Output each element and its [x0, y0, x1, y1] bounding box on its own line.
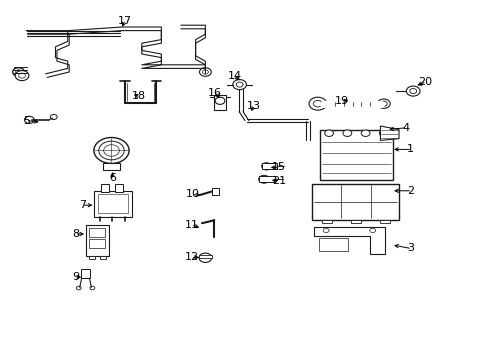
Polygon shape — [313, 227, 384, 254]
Bar — [85, 225, 109, 256]
Bar — [101, 184, 108, 192]
Circle shape — [261, 163, 271, 170]
Circle shape — [94, 138, 129, 163]
Text: 10: 10 — [186, 189, 200, 199]
Circle shape — [90, 286, 95, 290]
Text: 4: 4 — [402, 123, 408, 133]
Text: 6: 6 — [109, 173, 116, 183]
Bar — [199, 255, 211, 258]
Text: 13: 13 — [247, 101, 261, 111]
Circle shape — [199, 68, 211, 76]
Text: 9: 9 — [72, 272, 79, 282]
Polygon shape — [380, 126, 398, 140]
Circle shape — [379, 130, 387, 136]
Bar — [89, 256, 95, 259]
Bar — [102, 163, 120, 170]
Bar — [100, 256, 106, 259]
Circle shape — [369, 228, 375, 233]
Text: 17: 17 — [118, 16, 131, 26]
Text: 12: 12 — [185, 252, 199, 262]
Bar — [94, 191, 132, 217]
Circle shape — [308, 97, 326, 110]
Text: 15: 15 — [271, 162, 285, 172]
Circle shape — [13, 68, 24, 76]
Bar — [89, 239, 105, 248]
Circle shape — [199, 253, 211, 262]
Text: 7: 7 — [80, 200, 86, 210]
Circle shape — [361, 130, 369, 136]
Bar — [321, 220, 331, 223]
Bar — [115, 184, 123, 192]
Text: 3: 3 — [407, 243, 413, 253]
Circle shape — [232, 80, 246, 90]
Circle shape — [377, 99, 389, 108]
Circle shape — [406, 86, 419, 96]
Bar — [261, 163, 277, 169]
Text: 21: 21 — [271, 176, 285, 186]
Bar — [214, 95, 225, 110]
Circle shape — [24, 116, 34, 123]
Circle shape — [342, 130, 351, 136]
Text: 8: 8 — [72, 229, 79, 239]
Text: 1: 1 — [407, 144, 413, 154]
Circle shape — [258, 175, 269, 183]
Text: 11: 11 — [185, 220, 199, 230]
Circle shape — [15, 71, 29, 81]
Text: 2: 2 — [407, 186, 413, 196]
Bar — [320, 130, 392, 180]
Bar — [350, 220, 360, 223]
Bar — [318, 238, 347, 251]
Bar — [380, 220, 389, 223]
Polygon shape — [211, 188, 219, 195]
Bar — [311, 184, 398, 220]
Text: 20: 20 — [418, 77, 431, 87]
Text: 16: 16 — [208, 88, 222, 98]
Text: 19: 19 — [335, 96, 348, 106]
Circle shape — [324, 130, 333, 136]
Bar — [259, 176, 274, 182]
Bar — [89, 228, 105, 237]
Bar — [98, 194, 128, 213]
Circle shape — [76, 286, 81, 290]
Circle shape — [215, 97, 224, 104]
Text: 14: 14 — [227, 71, 241, 81]
Bar — [81, 269, 90, 278]
Circle shape — [50, 114, 57, 120]
Circle shape — [323, 228, 328, 233]
Text: 5: 5 — [23, 116, 30, 126]
Text: 18: 18 — [132, 91, 146, 102]
